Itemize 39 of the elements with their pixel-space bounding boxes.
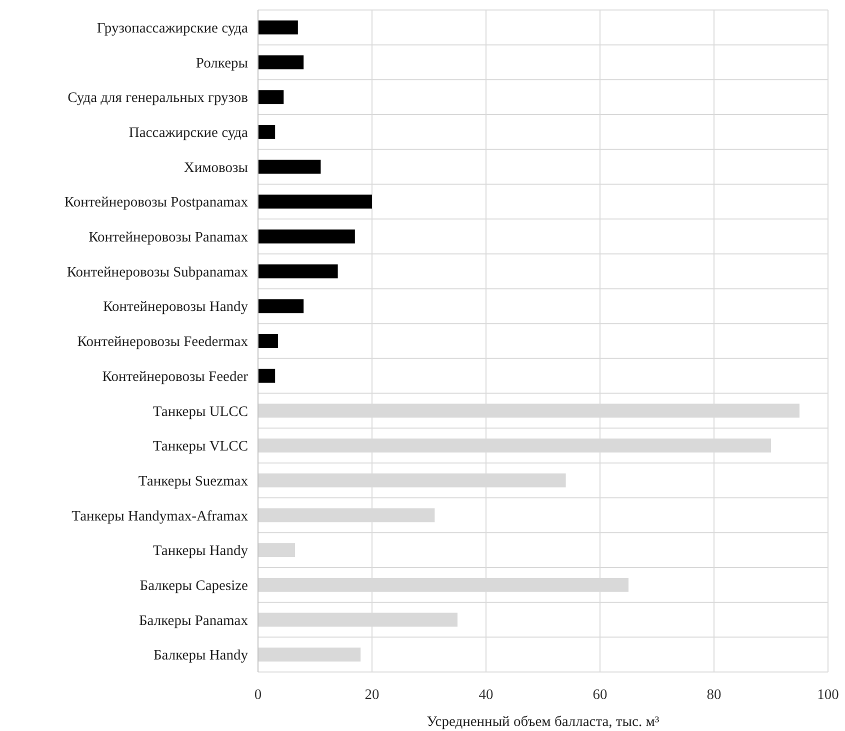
x-tick-label: 40 bbox=[478, 687, 494, 703]
y-tick-label: Контейнеровозы Handy bbox=[103, 299, 249, 316]
y-tick-label: Грузопассажирские суда bbox=[96, 20, 249, 36]
bar bbox=[258, 264, 338, 278]
y-tick-label: Контейнеровозы Feedermax bbox=[77, 334, 249, 350]
bar bbox=[258, 124, 276, 139]
y-tick-label: Контейнеровозы Postpanamax bbox=[64, 194, 249, 211]
x-tick-label: 100 bbox=[817, 687, 839, 703]
bar bbox=[258, 334, 278, 348]
y-tick-label: Танкеры Suezmax bbox=[138, 473, 249, 490]
y-tick-label: Танкеры Handy bbox=[152, 543, 249, 560]
x-tick-label: 80 bbox=[706, 687, 722, 703]
x-tick-label: 20 bbox=[364, 687, 380, 703]
y-tick-label: Балкеры Capesize bbox=[140, 578, 248, 594]
y-tick-label: Пассажирские суда bbox=[128, 125, 249, 142]
x-tick-label: 0 bbox=[254, 687, 262, 703]
y-tick-label: Танкеры VLCC bbox=[152, 438, 248, 455]
y-tick-label: Балкеры Panamax bbox=[138, 612, 249, 629]
bar bbox=[258, 368, 276, 383]
y-tick-label: Ролкеры bbox=[196, 55, 248, 72]
bar bbox=[258, 20, 298, 34]
bar bbox=[258, 543, 296, 558]
y-tick-label: Контейнеровозы Panamax bbox=[88, 230, 249, 246]
y-tick-label: Суда для генеральных грузов bbox=[68, 90, 248, 106]
y-tick-label: Танкеры Handymax-Aframax bbox=[72, 508, 249, 524]
y-tick-label: Танкеры ULCC bbox=[152, 404, 248, 420]
y-tick-label: Контейнеровозы Feeder bbox=[102, 368, 248, 385]
x-tick-label: 60 bbox=[592, 687, 608, 703]
bar bbox=[258, 648, 361, 662]
bar bbox=[258, 90, 284, 104]
bar bbox=[258, 230, 355, 244]
y-tick-label: Контейнеровозы Subpanamax bbox=[66, 264, 249, 280]
x-axis-title: Усредненный объем балласта, тыс. м³ bbox=[426, 714, 660, 730]
bar bbox=[258, 55, 304, 70]
y-tick-label: Балкеры Handy bbox=[153, 648, 249, 664]
bar bbox=[258, 194, 372, 209]
bar bbox=[258, 160, 321, 174]
bar bbox=[258, 299, 304, 314]
y-tick-label: Химовозы bbox=[184, 160, 248, 176]
